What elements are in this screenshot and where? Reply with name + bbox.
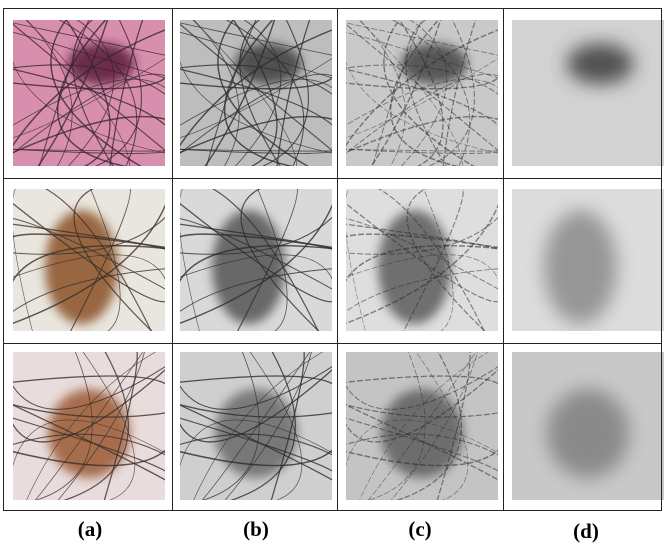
panel-label: (b) bbox=[243, 517, 269, 541]
dermoscopy-image bbox=[512, 20, 664, 166]
panel-label: (c) bbox=[408, 517, 431, 541]
lesion bbox=[45, 210, 118, 324]
figure: (a) (b) (c) (d) bbox=[0, 0, 664, 548]
dermoscopy-image bbox=[341, 15, 506, 171]
panel-label: (a) bbox=[78, 517, 103, 541]
dermoscopy-image bbox=[8, 15, 173, 171]
image-background bbox=[180, 20, 332, 166]
dermoscopy-image bbox=[340, 184, 506, 336]
lesion bbox=[567, 43, 634, 84]
lesion bbox=[544, 210, 617, 324]
dermoscopy-image bbox=[512, 189, 664, 331]
image-background bbox=[512, 20, 664, 166]
lesion bbox=[212, 210, 285, 324]
lesion bbox=[378, 210, 451, 324]
lesion bbox=[547, 389, 629, 478]
dermoscopy-image bbox=[174, 184, 340, 336]
dermoscopy-image bbox=[8, 347, 172, 505]
image-background bbox=[13, 20, 165, 166]
dermoscopy-image bbox=[175, 347, 339, 505]
image-grid bbox=[7, 15, 664, 505]
dermoscopy-image bbox=[7, 184, 173, 336]
dermoscopy-image bbox=[512, 352, 664, 500]
dermoscopy-image bbox=[341, 347, 505, 505]
dermoscopy-image bbox=[175, 15, 340, 171]
panel-label: (d) bbox=[573, 519, 599, 543]
image-background bbox=[346, 20, 498, 166]
